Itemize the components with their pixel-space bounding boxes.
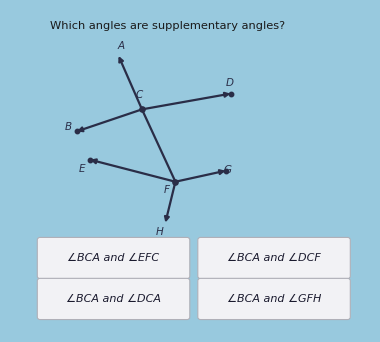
Text: G: G	[224, 165, 232, 175]
Text: ∠BCA and ∠DCF: ∠BCA and ∠DCF	[227, 253, 321, 263]
Text: B: B	[65, 122, 72, 132]
Text: F: F	[164, 185, 170, 195]
Text: A: A	[117, 41, 125, 51]
Text: Which angles are supplementary angles?: Which angles are supplementary angles?	[50, 21, 285, 31]
FancyBboxPatch shape	[198, 278, 350, 319]
Text: C: C	[136, 90, 143, 100]
Text: E: E	[79, 165, 85, 174]
Text: ∠BCA and ∠EFC: ∠BCA and ∠EFC	[68, 253, 160, 263]
Text: H: H	[155, 227, 163, 237]
FancyBboxPatch shape	[198, 237, 350, 279]
FancyBboxPatch shape	[37, 278, 190, 319]
FancyBboxPatch shape	[37, 237, 190, 279]
Text: ∠BCA and ∠GFH: ∠BCA and ∠GFH	[227, 294, 321, 304]
Text: D: D	[226, 78, 234, 88]
Text: ∠BCA and ∠DCA: ∠BCA and ∠DCA	[66, 294, 161, 304]
